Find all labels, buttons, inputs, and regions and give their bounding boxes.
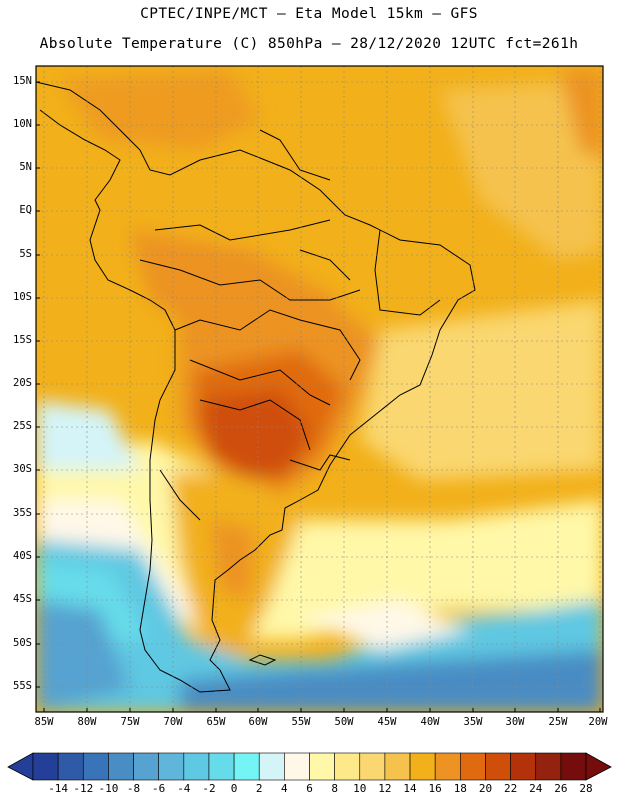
- lat-label: 30S: [13, 463, 32, 475]
- colorbar-label: 18: [453, 782, 467, 795]
- temperature-field: [36, 66, 603, 712]
- lon-label: 65W: [206, 716, 226, 728]
- coastline-borders: [36, 81, 476, 693]
- colorbar-label: 16: [428, 782, 442, 795]
- lon-label: 70W: [163, 716, 183, 728]
- colorbar-label: 20: [478, 782, 493, 795]
- colorbar-swatch: [108, 752, 134, 781]
- colorbar-swatch: [409, 752, 436, 781]
- lat-label: 10N: [13, 118, 32, 130]
- colorbar-low-arrow: [7, 752, 34, 781]
- colorbar-label: -8: [126, 782, 141, 795]
- lat-label: 35S: [13, 507, 32, 519]
- lat-label: EQ: [19, 204, 32, 216]
- lat-label: 50S: [13, 637, 32, 649]
- lat-label: 40S: [13, 550, 32, 562]
- lon-label: 40W: [420, 716, 440, 728]
- lon-label: 60W: [248, 716, 268, 728]
- colorbar-swatch: [158, 752, 185, 781]
- axis-ticks: [36, 81, 601, 712]
- lat-label: 15S: [13, 334, 32, 346]
- colorbar-label: 24: [529, 782, 543, 795]
- lat-label: 20S: [13, 377, 32, 389]
- colorbar-label: 14: [403, 782, 417, 795]
- colorbar-swatch: [208, 752, 235, 781]
- colorbar-label: -2: [202, 782, 216, 795]
- colorbar-label: 8: [331, 782, 338, 795]
- colorbar-swatch: [485, 752, 511, 781]
- lon-label: 30W: [505, 716, 525, 728]
- lat-label: 55S: [13, 680, 32, 692]
- lat-label: 10S: [13, 291, 32, 303]
- colorbar: [7, 752, 612, 781]
- colorbar-swatch: [535, 752, 562, 781]
- lon-label: 85W: [34, 716, 54, 728]
- colorbar-swatch: [133, 752, 159, 781]
- colorbar-label: 0: [230, 782, 238, 795]
- colorbar-swatch: [82, 752, 109, 781]
- colorbar-label: 4: [281, 782, 288, 795]
- colorbar-swatch: [460, 752, 486, 781]
- colorbar-swatch: [384, 752, 411, 781]
- colorbar-swatch: [183, 752, 210, 781]
- colorbar-label: -10: [98, 782, 119, 795]
- colorbar-swatch: [258, 752, 285, 781]
- colorbar-label: -6: [152, 782, 166, 795]
- colorbar-swatch: [434, 752, 461, 781]
- lon-label: 55W: [291, 716, 311, 728]
- colorbar-swatch: [32, 752, 59, 781]
- lon-label: 45W: [377, 716, 397, 728]
- lat-label: 15N: [13, 75, 32, 87]
- lon-label: 25W: [548, 716, 568, 728]
- map-title-line-1: CPTEC/INPE/MCT – Eta Model 15km – GFS: [140, 6, 478, 22]
- colorbar-label: 6: [306, 782, 313, 795]
- map-title-line-2: Absolute Temperature (C) 850hPa – 28/12/…: [39, 36, 579, 52]
- colorbar-label: 22: [503, 782, 518, 795]
- colorbar-swatch: [233, 752, 260, 781]
- colorbar-swatch: [334, 752, 361, 781]
- colorbar-label: 2: [255, 782, 263, 795]
- colorbar-label: 26: [554, 782, 568, 795]
- map-frame: [35, 65, 604, 713]
- colorbar-swatch: [57, 752, 84, 781]
- colorbar-swatch: [359, 752, 386, 781]
- lon-label: 20W: [588, 716, 608, 728]
- lon-label: 50W: [334, 716, 354, 728]
- colorbar-label: -14: [48, 782, 69, 795]
- lon-label: 35W: [463, 716, 483, 728]
- colorbar-swatch: [510, 752, 537, 781]
- lat-label: 25S: [13, 420, 32, 432]
- colorbar-label: -4: [177, 782, 191, 795]
- lat-label: 5N: [19, 161, 32, 173]
- colorbar-swatch: [560, 752, 587, 781]
- lon-label: 80W: [77, 716, 97, 728]
- colorbar-label: 28: [579, 782, 593, 795]
- colorbar-high-arrow: [585, 752, 612, 781]
- colorbar-label: 12: [378, 782, 392, 795]
- lon-label: 75W: [120, 716, 140, 728]
- lat-label: 45S: [13, 593, 32, 605]
- lat-label: 5S: [19, 248, 32, 260]
- colorbar-label: -12: [73, 782, 94, 795]
- colorbar-label: 10: [353, 782, 367, 795]
- colorbar-swatch: [309, 752, 335, 781]
- colorbar-swatch: [284, 752, 310, 781]
